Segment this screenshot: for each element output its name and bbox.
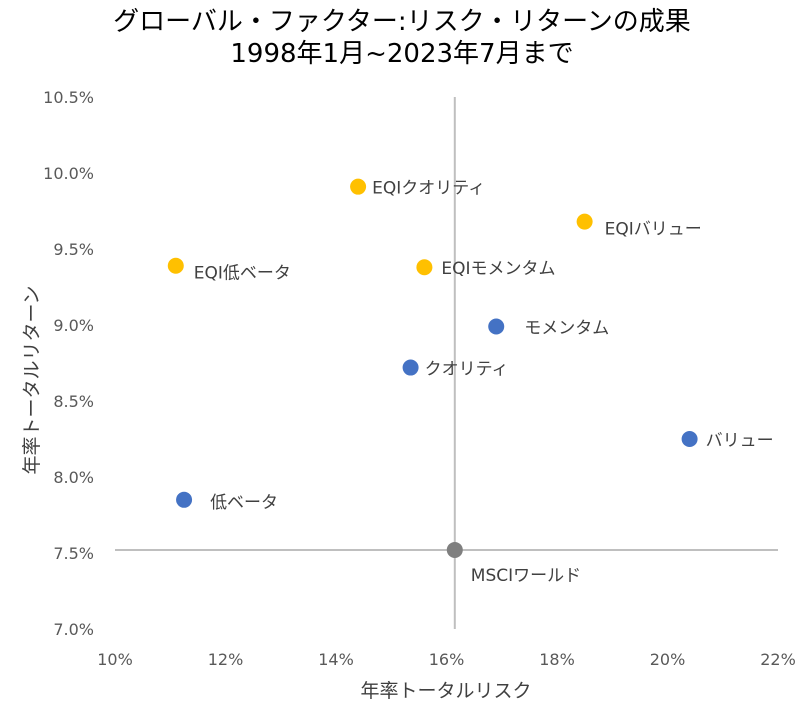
data-point [681,431,698,447]
data-point [416,259,433,276]
x-tick-label: 10% [97,650,133,669]
x-tick-label: 16% [429,650,465,669]
data-point [488,318,505,335]
x-tick-label: 20% [650,650,686,669]
x-axis-ticks: 10% 12% 14% 16% 18% 20% 22% [97,650,796,669]
data-label: バリュー [706,431,774,451]
data-label: モメンタム [524,319,609,339]
chart-title-line1: グローバル・ファクター:リスク・リターンの成果 [113,7,691,37]
y-tick-label: 8.5% [53,392,94,411]
y-axis-title: 年率トータルリターン [21,285,43,474]
x-axis-title: 年率トータルリスク [360,680,531,702]
x-tick-label: 14% [318,650,354,669]
y-tick-label: 9.0% [53,316,94,335]
data-point [350,178,367,195]
data-label: EQIクオリティ [372,179,485,199]
data-label: MSCIワールド [471,566,581,586]
data-label: EQIバリュー [605,220,702,240]
data-point [176,491,193,508]
data-point [167,257,184,274]
y-tick-label: 9.5% [53,240,94,259]
y-tick-label: 10.5% [43,88,94,107]
data-label: クオリティ [425,360,509,380]
x-tick-label: 12% [208,650,244,669]
point-labels: EQIクオリティ EQIバリュー EQI低ベータ EQIモメンタムモメンタムクオリティ… [194,179,774,586]
chart-title-line2: 1998年1月~2023年7月まで [230,39,573,69]
data-label: EQI低ベータ [194,264,291,284]
y-axis-ticks: 7.0% 7.5% 8.0% 8.5% 9.0% 9.5% 10.0% 10.5% [43,88,94,639]
x-tick-label: 22% [760,650,796,669]
data-point [576,213,593,230]
data-point [402,359,419,376]
y-tick-label: 8.0% [53,468,94,487]
data-label: EQIモメンタム [441,259,555,279]
data-points [167,178,698,558]
y-tick-label: 7.0% [53,620,94,639]
y-tick-label: 10.0% [43,164,94,183]
y-tick-label: 7.5% [53,544,94,563]
x-tick-label: 18% [539,650,575,669]
reference-lines [115,97,778,629]
data-point [446,541,463,558]
data-label: 低ベータ [210,493,278,513]
